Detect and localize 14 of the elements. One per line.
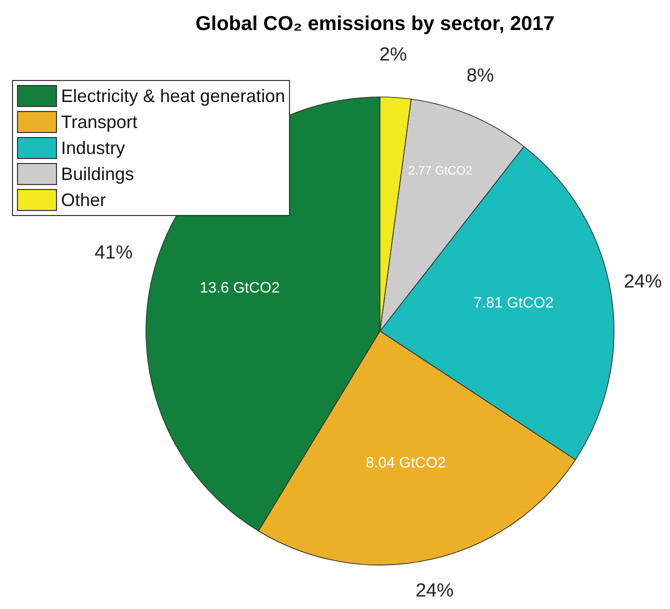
text: 41% [94,242,133,264]
data-label: 13.6 GtCO2 [200,280,280,297]
data-label: 7.81 GtCO2 [474,294,554,312]
legend-label: Electricity & heat generation [61,86,286,106]
legend-label: Buildings [61,164,134,184]
text: 24% [416,580,454,602]
text: 8% [466,65,494,86]
text: 2% [379,44,407,66]
legend-label: Industry [61,138,126,158]
chart-title: Global CO₂ emissions by sector, 2017 [195,13,555,35]
legend-label: Transport [61,112,138,132]
legend-label: Other [61,190,106,210]
text: 24% [624,271,662,292]
data-label: 8.04 GtCO2 [366,454,446,472]
